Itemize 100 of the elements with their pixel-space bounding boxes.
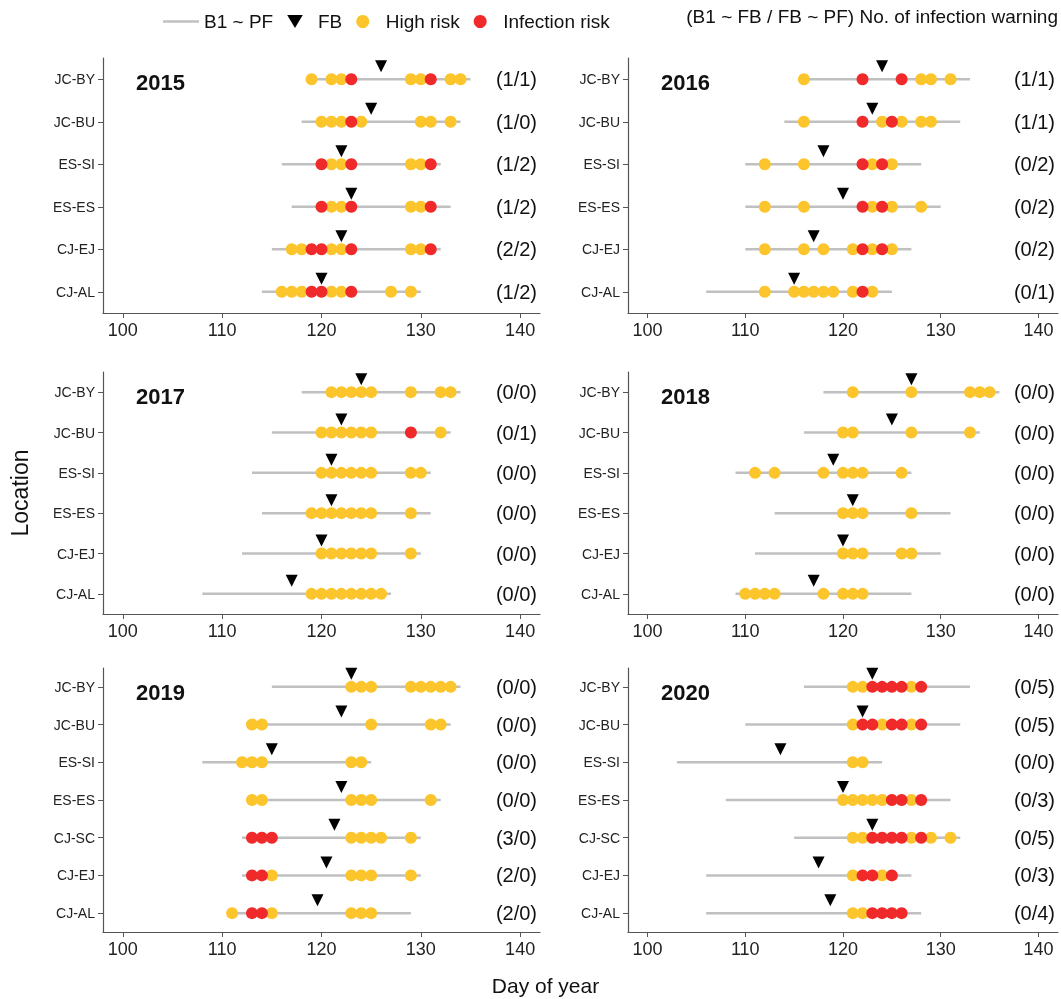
annotation: (0/2) — [1013, 238, 1055, 261]
point — [345, 73, 358, 86]
point — [315, 285, 328, 298]
point — [895, 680, 908, 693]
point — [434, 680, 447, 693]
y-tick-label: JC-BU — [53, 113, 95, 130]
point — [866, 831, 879, 844]
annotation: (0/0) — [1013, 461, 1055, 484]
x-tick-label: 140 — [1023, 939, 1054, 959]
y-tick-label: JC-BU — [578, 716, 620, 733]
point — [424, 200, 437, 213]
x-tick-label: 120 — [306, 621, 337, 641]
y-tick-label: CJ-AL — [56, 905, 96, 922]
point — [876, 200, 889, 213]
y-tick-label: JC-BU — [578, 424, 620, 441]
point — [424, 243, 437, 256]
point — [404, 466, 417, 479]
point — [454, 73, 467, 86]
x-tick-label: 120 — [306, 939, 337, 959]
point — [345, 243, 358, 256]
point — [365, 466, 378, 479]
point — [325, 466, 338, 479]
point — [856, 547, 869, 560]
point — [856, 507, 869, 520]
point — [866, 680, 879, 693]
legend-label: FB — [317, 11, 343, 32]
point — [404, 73, 417, 86]
annotation: (1/1) — [1013, 110, 1055, 133]
point — [424, 680, 437, 693]
y-tick-label: CJ-EJ — [56, 545, 95, 562]
point — [414, 466, 427, 479]
point — [749, 466, 762, 479]
point — [305, 243, 318, 256]
x-tick-label: 120 — [306, 320, 337, 340]
point — [295, 243, 308, 256]
point — [885, 869, 898, 882]
point — [375, 831, 388, 844]
point — [895, 115, 908, 128]
annotation: (0/5) — [1013, 826, 1055, 849]
point — [345, 386, 358, 399]
point — [856, 756, 869, 769]
point — [856, 200, 869, 213]
annotation: (0/0) — [495, 502, 537, 525]
point — [856, 73, 869, 86]
point — [305, 285, 318, 298]
point — [226, 907, 239, 920]
point — [365, 718, 378, 731]
point — [365, 507, 378, 520]
point — [345, 426, 358, 439]
y-tick-label: JC-BY — [54, 678, 96, 695]
y-tick-label: JC-BY — [579, 384, 621, 401]
text: 2017 — [136, 383, 185, 409]
text: 2018 — [661, 383, 710, 409]
point — [335, 200, 348, 213]
point — [404, 386, 417, 399]
point — [758, 587, 771, 600]
annotation: (1/1) — [495, 68, 537, 91]
point — [365, 794, 378, 806]
point — [355, 386, 368, 399]
x-tick-label: 120 — [827, 621, 859, 641]
annotation: (0/0) — [1013, 542, 1055, 565]
point — [404, 507, 417, 520]
text: 2016 — [661, 69, 710, 95]
point — [404, 158, 417, 171]
point — [365, 386, 378, 399]
point — [424, 115, 437, 128]
point — [345, 680, 358, 693]
point — [876, 243, 889, 256]
point — [355, 466, 368, 479]
point — [335, 115, 348, 128]
point — [345, 466, 358, 479]
point — [837, 507, 849, 520]
text: 2015 — [136, 69, 185, 95]
annotation: (0/0) — [495, 675, 537, 698]
point — [797, 200, 810, 213]
legend-label: B1 ~ PF — [204, 11, 274, 32]
annotation: (3/0) — [495, 826, 537, 849]
point — [768, 587, 781, 600]
point — [305, 507, 318, 520]
point — [434, 386, 447, 399]
text: 2020 — [661, 679, 710, 705]
point — [895, 907, 908, 920]
point — [404, 426, 417, 439]
point — [876, 158, 889, 171]
y-tick-label: ES-SI — [58, 156, 95, 173]
point — [345, 756, 358, 769]
annotation: (0/1) — [495, 421, 537, 444]
annotation: (0/5) — [1013, 713, 1055, 736]
text: 2019 — [136, 679, 185, 705]
annotation: (0/0) — [495, 789, 537, 811]
legend-title: (B1 ~ FB / FB ~ PF) No. of infection warning — [686, 6, 1059, 27]
point — [915, 831, 928, 844]
point — [355, 831, 368, 844]
y-tick-label: CJ-AL — [581, 585, 621, 602]
annotation: (0/0) — [1013, 381, 1055, 404]
y-tick-label: CJ-EJ — [56, 241, 95, 258]
point — [385, 285, 398, 298]
point — [866, 285, 879, 298]
annotation: (0/0) — [495, 542, 537, 565]
x-tick-label: 130 — [405, 320, 436, 340]
